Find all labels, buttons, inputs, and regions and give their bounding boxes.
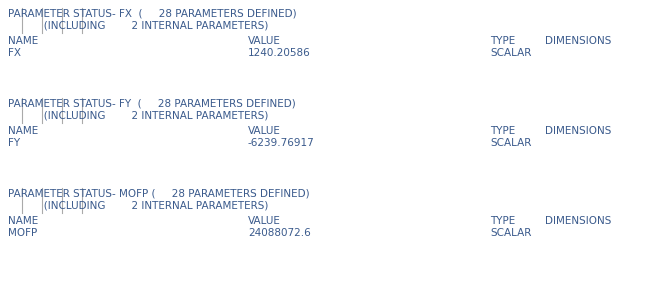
Text: DIMENSIONS: DIMENSIONS (545, 215, 611, 226)
Text: (INCLUDING        2 INTERNAL PARAMETERS): (INCLUDING 2 INTERNAL PARAMETERS) (8, 20, 269, 30)
Text: 1240.20586: 1240.20586 (248, 48, 311, 58)
Text: VALUE: VALUE (248, 215, 281, 226)
Text: SCALAR: SCALAR (490, 228, 532, 238)
Text: TYPE: TYPE (490, 36, 515, 45)
Text: MOFP: MOFP (8, 228, 37, 238)
Text: (INCLUDING        2 INTERNAL PARAMETERS): (INCLUDING 2 INTERNAL PARAMETERS) (8, 200, 269, 210)
Text: TYPE: TYPE (490, 125, 515, 135)
Text: NAME: NAME (8, 36, 38, 45)
Text: FX: FX (8, 48, 21, 58)
Text: PARAMETER STATUS- MOFP (     28 PARAMETERS DEFINED): PARAMETER STATUS- MOFP ( 28 PARAMETERS D… (8, 188, 310, 198)
Text: PARAMETER STATUS- FY  (     28 PARAMETERS DEFINED): PARAMETER STATUS- FY ( 28 PARAMETERS DEF… (8, 98, 296, 108)
Text: 24088072.6: 24088072.6 (248, 228, 311, 238)
Text: TYPE: TYPE (490, 215, 515, 226)
Text: DIMENSIONS: DIMENSIONS (545, 125, 611, 135)
Text: NAME: NAME (8, 125, 38, 135)
Text: -6239.76917: -6239.76917 (248, 138, 315, 147)
Text: SCALAR: SCALAR (490, 138, 532, 147)
Text: DIMENSIONS: DIMENSIONS (545, 36, 611, 45)
Text: NAME: NAME (8, 215, 38, 226)
Text: (INCLUDING        2 INTERNAL PARAMETERS): (INCLUDING 2 INTERNAL PARAMETERS) (8, 110, 269, 120)
Text: SCALAR: SCALAR (490, 48, 532, 58)
Text: PARAMETER STATUS- FX  (     28 PARAMETERS DEFINED): PARAMETER STATUS- FX ( 28 PARAMETERS DEF… (8, 8, 297, 18)
Text: VALUE: VALUE (248, 125, 281, 135)
Text: FY: FY (8, 138, 20, 147)
Text: VALUE: VALUE (248, 36, 281, 45)
